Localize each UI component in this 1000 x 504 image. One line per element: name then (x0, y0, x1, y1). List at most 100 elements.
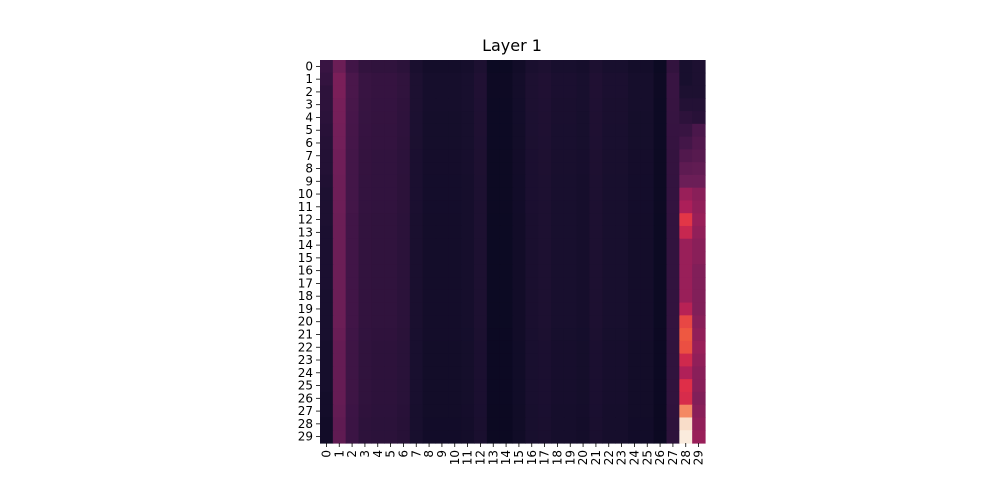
heatmap-cell (474, 353, 488, 367)
heatmap-cell (589, 123, 603, 138)
heatmap-cell (409, 187, 424, 202)
heatmap-cell (461, 111, 475, 125)
heatmap-cell (474, 340, 488, 355)
heatmap-cell (653, 417, 668, 431)
x-tick-label: 17 (538, 450, 552, 465)
heatmap-cell (551, 98, 565, 112)
heatmap-cell (435, 379, 449, 393)
heatmap-cell (384, 60, 398, 74)
heatmap-cell (448, 225, 462, 240)
y-tick-label: 20 (298, 315, 313, 329)
x-tick-label: 8 (422, 450, 436, 458)
heatmap-cell (332, 353, 347, 367)
heatmap-cell (589, 187, 603, 202)
heatmap-cell (384, 264, 398, 278)
heatmap-cell (486, 98, 501, 112)
heatmap-cell (628, 72, 642, 87)
heatmap-cell (653, 340, 668, 355)
heatmap-cell (615, 123, 629, 138)
x-tick-label: 11 (461, 450, 475, 465)
heatmap-cell (602, 213, 616, 227)
heatmap-cell (332, 264, 347, 278)
heatmap-cell (525, 289, 539, 304)
heatmap-cell (320, 315, 334, 329)
heatmap-cell (666, 264, 680, 278)
x-axis: 0123456789101112131415161718192021222324… (319, 443, 706, 465)
heatmap-cell (409, 289, 424, 304)
heatmap-cell (435, 174, 449, 189)
y-tick-label: 14 (298, 238, 313, 252)
heatmap-cell (551, 85, 565, 99)
heatmap-cell (461, 251, 475, 265)
heatmap-cell (397, 328, 411, 342)
heatmap-cell (448, 315, 462, 329)
heatmap-cell (628, 225, 642, 240)
heatmap-cell (422, 379, 437, 393)
heatmap-cell (409, 328, 424, 342)
heatmap-cell (384, 149, 398, 163)
heatmap-cell (371, 187, 385, 202)
heatmap-cell (384, 98, 398, 112)
heatmap-cell (422, 353, 437, 367)
heatmap-cell (474, 85, 488, 99)
heatmap-cell (448, 111, 462, 125)
heatmap-cell (345, 353, 360, 367)
heatmap-cell (602, 379, 616, 393)
heatmap-cell (499, 251, 514, 265)
y-tick-label: 22 (298, 340, 313, 354)
heatmap-cell (461, 328, 475, 342)
x-tick-label: 27 (666, 450, 680, 465)
heatmap-cell (371, 225, 385, 240)
heatmap-cell (692, 98, 706, 112)
heatmap-cell (486, 174, 501, 189)
heatmap-cell (371, 391, 385, 406)
heatmap-cell (563, 391, 578, 406)
heatmap-cell (486, 123, 501, 138)
heatmap-cell (320, 289, 334, 304)
heatmap-cell (589, 302, 603, 316)
heatmap-cell (474, 315, 488, 329)
heatmap-cell (653, 111, 668, 125)
heatmap-cell (409, 251, 424, 265)
heatmap-cell (397, 289, 411, 304)
heatmap-cell (397, 174, 411, 189)
heatmap-cell (602, 277, 616, 291)
heatmap-cell (371, 379, 385, 393)
heatmap-cell (576, 417, 591, 431)
heatmap-cell (358, 238, 372, 253)
heatmap-cell (653, 302, 668, 316)
heatmap-cell (628, 264, 642, 278)
heatmap-cell (474, 430, 488, 444)
x-tick-label: 23 (615, 450, 629, 465)
heatmap-cell (448, 340, 462, 355)
heatmap-cell (653, 225, 668, 240)
heatmap-cell (397, 136, 411, 150)
x-tick-label: 22 (602, 450, 616, 465)
heatmap-cell (435, 289, 449, 304)
heatmap-cell (422, 366, 437, 380)
heatmap-cell (628, 136, 642, 150)
heatmap-cell (345, 289, 360, 304)
heatmap-cell (615, 149, 629, 163)
heatmap-cell (332, 430, 347, 444)
heatmap-cell (640, 417, 655, 431)
heatmap-cell (461, 136, 475, 150)
heatmap-cell (679, 264, 693, 278)
heatmap-cell (332, 277, 347, 291)
heatmap-cell (640, 289, 655, 304)
heatmap-cell (345, 404, 360, 419)
heatmap-cell (640, 340, 655, 355)
heatmap-cell (538, 213, 552, 227)
heatmap-cell (551, 404, 565, 419)
heatmap-cell (422, 328, 437, 342)
heatmap-cell (320, 225, 334, 240)
heatmap-cell (551, 213, 565, 227)
heatmap-cell (499, 238, 514, 253)
heatmap-cell (474, 328, 488, 342)
heatmap-cell (628, 162, 642, 176)
heatmap-cell (679, 340, 693, 355)
heatmap-cell (461, 430, 475, 444)
heatmap-cell (628, 277, 642, 291)
heatmap-cell (499, 353, 514, 367)
heatmap-cell (692, 340, 706, 355)
